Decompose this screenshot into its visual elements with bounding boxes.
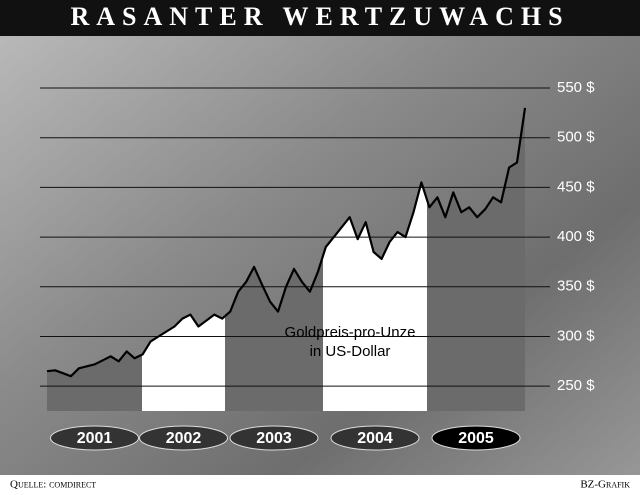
- y-tick-label: 350 $: [557, 278, 595, 295]
- title-bar: [0, 0, 640, 36]
- credit: BZ-Grafik: [580, 479, 630, 491]
- source: Quelle: comdirect: [10, 479, 96, 491]
- annotation: in US-Dollar: [310, 343, 391, 360]
- year-pill: [431, 425, 521, 451]
- year-pill: [50, 425, 139, 451]
- year-pill: [229, 425, 319, 451]
- y-tick-label: 500 $: [557, 129, 595, 146]
- footer: [0, 475, 640, 495]
- x-tick-label: 2003: [256, 430, 292, 447]
- line: [46, 107, 527, 378]
- year-pill: [139, 425, 228, 451]
- x-tick-label: 2002: [166, 430, 202, 447]
- x-tick-label: 2001: [77, 430, 113, 447]
- chart-title: RASANTER WERTZUWACHS: [70, 2, 569, 31]
- x-tick-label: 2004: [357, 430, 393, 447]
- y-tick-label: 300 $: [557, 327, 595, 344]
- x-tick-label: 2005: [458, 430, 494, 447]
- year-pill: [330, 425, 420, 451]
- y-tick-label: 400 $: [557, 228, 595, 245]
- y-tick-label: 450 $: [557, 178, 595, 195]
- y-tick-label: 250 $: [557, 377, 595, 394]
- annotation: Goldpreis-pro-Unze: [285, 324, 416, 341]
- y-tick-label: 550 $: [557, 79, 595, 96]
- area: [47, 107, 525, 412]
